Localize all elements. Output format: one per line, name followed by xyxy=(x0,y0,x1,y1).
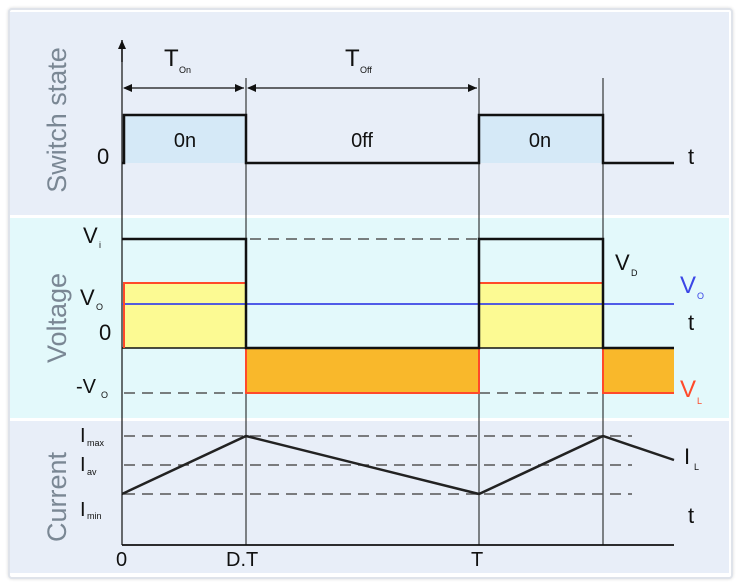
t-off-subscript: Off xyxy=(360,65,372,75)
vi-subscript: i xyxy=(99,240,101,250)
current-t-axis-label: t xyxy=(688,503,694,528)
t-off-label: T xyxy=(345,45,360,72)
vl-negative-fill-1 xyxy=(246,348,479,393)
switch-zero-label: 0 xyxy=(97,144,109,169)
time-zero-label: 0 xyxy=(116,549,127,571)
imax-label: I xyxy=(80,425,86,447)
vl-subscript: L xyxy=(697,396,702,406)
il-label: I xyxy=(684,444,690,469)
on-state-label-2: 0n xyxy=(529,130,551,152)
vo-subscript: O xyxy=(96,302,103,312)
imin-subscript: min xyxy=(87,511,102,521)
vl-label: V xyxy=(680,376,696,403)
voltage-zero-label: 0 xyxy=(99,320,111,345)
section-label-current: Current xyxy=(42,451,72,542)
imin-label: I xyxy=(80,499,86,521)
time-T-label: T xyxy=(471,549,483,571)
iav-subscript: av xyxy=(87,467,97,477)
vo-label: V xyxy=(80,285,95,310)
time-dt-label: D.T xyxy=(226,549,258,571)
vl-inductor-voltage-waveform xyxy=(123,282,674,394)
section-label-switch-state: Switch state xyxy=(42,47,72,193)
il-inductor-current-waveform xyxy=(121,434,675,496)
on-state-label-1: 0n xyxy=(174,130,196,152)
switch-state-panel xyxy=(10,12,729,215)
switch-state-waveform xyxy=(122,113,674,165)
vl-positive-fill-1 xyxy=(124,283,246,348)
t-on-label: T xyxy=(164,45,179,72)
vo-right-label: V xyxy=(680,272,696,299)
switch-on-block-1 xyxy=(124,115,246,163)
section-label-voltage: Voltage xyxy=(42,273,72,363)
iav-label: I xyxy=(80,454,86,476)
off-state-label: 0ff xyxy=(351,130,373,152)
il-subscript: L xyxy=(694,462,699,472)
vd-subscript: D xyxy=(631,268,638,278)
neg-vo-subscript: O xyxy=(101,390,108,400)
switch-t-axis-label: t xyxy=(688,144,694,169)
vo-right-subscript: O xyxy=(697,291,704,301)
vd-label: V xyxy=(615,250,630,275)
vl-positive-fill-2 xyxy=(479,283,603,348)
switch-on-block-2 xyxy=(479,115,603,163)
t-on-subscript: On xyxy=(179,65,191,75)
imax-subscript: max xyxy=(87,438,105,448)
current-panel xyxy=(10,421,729,573)
voltage-t-axis-label: t xyxy=(688,310,694,335)
vd-diode-voltage-waveform xyxy=(122,237,674,350)
vl-negative-fill-2 xyxy=(603,348,674,393)
vi-label: V xyxy=(83,223,98,248)
neg-vo-label: -V xyxy=(76,376,97,398)
